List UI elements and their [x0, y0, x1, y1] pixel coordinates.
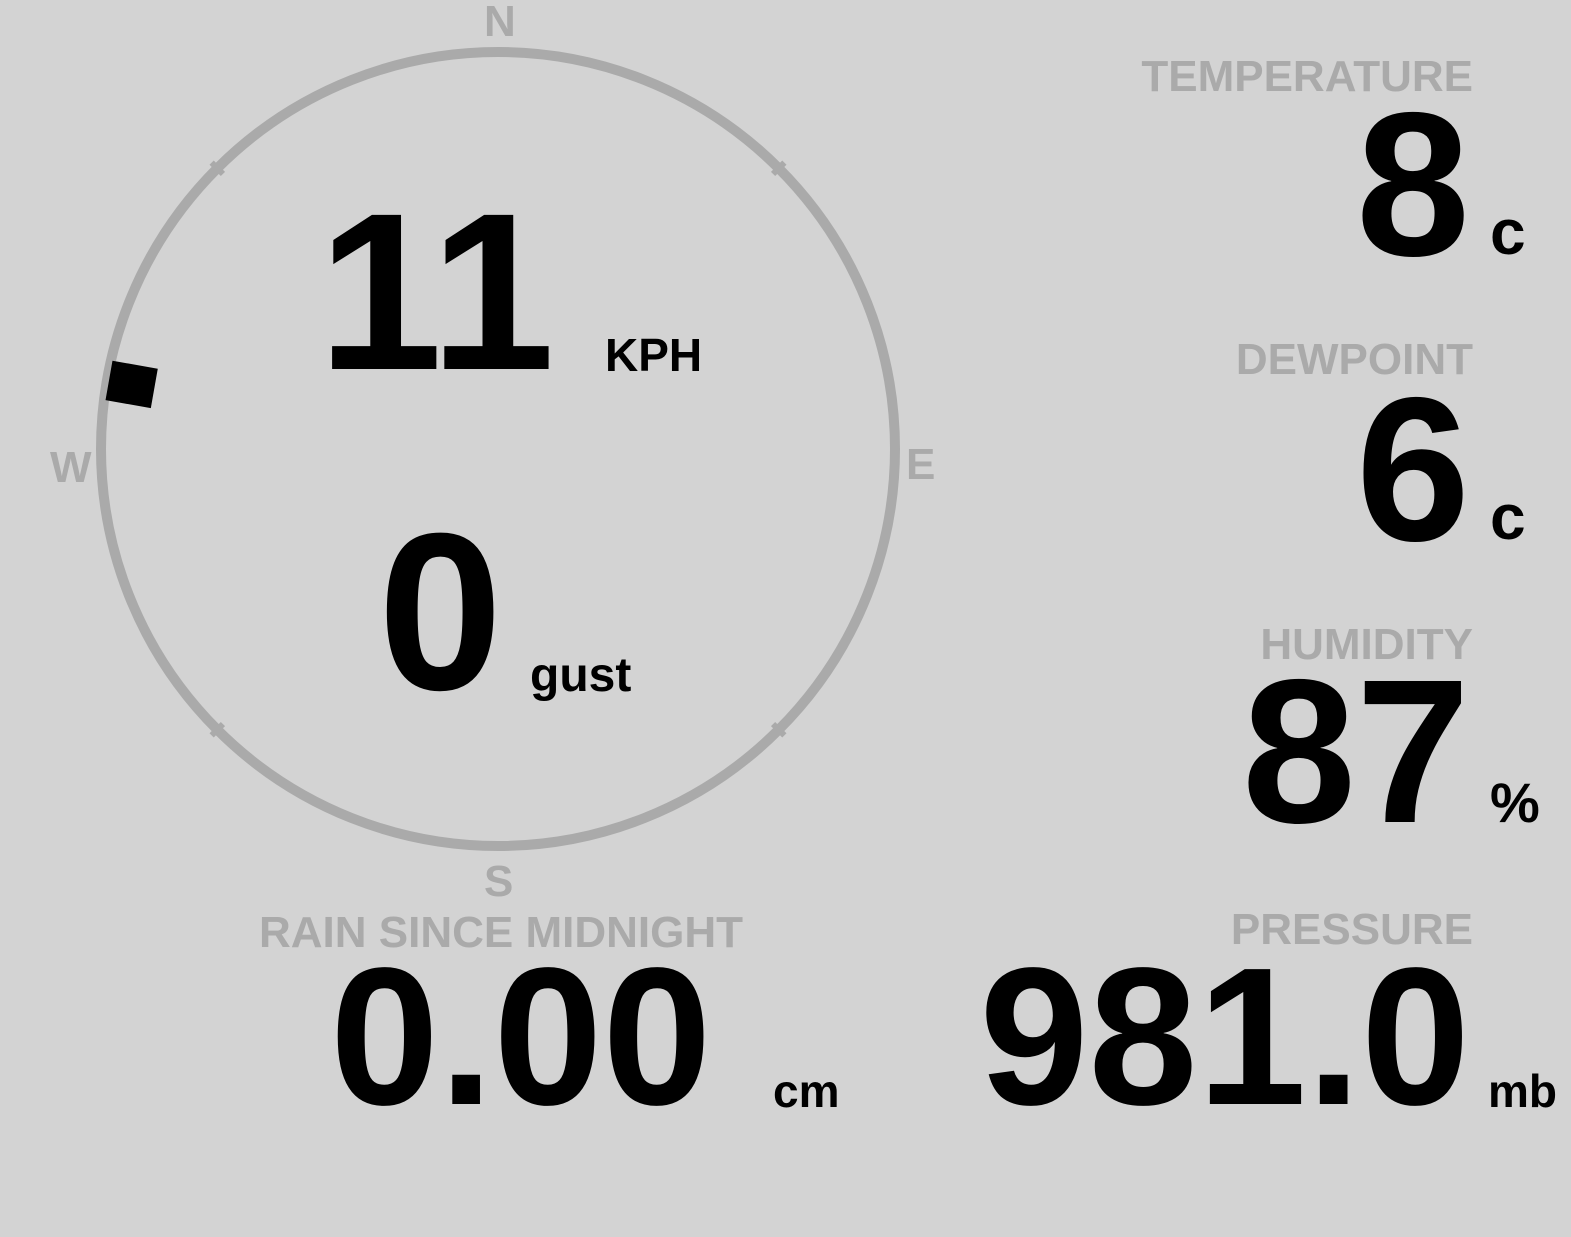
compass-tick [209, 160, 226, 177]
temperature-value: 8 [1355, 70, 1470, 299]
compass-tick [770, 721, 787, 738]
pressure-label: PRESSURE [1230, 905, 1473, 954]
wind-gust-value: 0 [378, 487, 503, 737]
wind-direction-marker [105, 360, 158, 409]
compass-tick [770, 160, 787, 177]
rain-unit: cm [773, 1065, 840, 1117]
compass-south-label: S [484, 857, 514, 906]
humidity-label: HUMIDITY [1260, 620, 1473, 669]
humidity-unit: % [1490, 771, 1540, 834]
pressure-unit: mb [1488, 1065, 1557, 1117]
wind-speed-unit: KPH [605, 329, 703, 381]
dewpoint-label: DEWPOINT [1235, 335, 1473, 384]
dewpoint-value: 6 [1355, 355, 1470, 584]
pressure-value: 981.0 [979, 927, 1470, 1146]
compass-east-label: E [906, 440, 936, 489]
rain-label: RAIN SINCE MIDNIGHT [259, 908, 743, 957]
temperature-label: TEMPERATURE [1141, 52, 1473, 101]
dewpoint-unit: c [1490, 481, 1526, 553]
compass-north-label: N [484, 0, 516, 46]
wind-gust-label: gust [530, 649, 632, 702]
rain-value: 0.00 [330, 927, 712, 1146]
compass-west-label: W [50, 443, 92, 492]
temperature-unit: c [1490, 196, 1526, 268]
wind-speed-value: 11 [318, 167, 555, 417]
humidity-value: 87 [1241, 637, 1470, 866]
compass-ring [96, 47, 900, 851]
compass-tick [209, 721, 226, 738]
